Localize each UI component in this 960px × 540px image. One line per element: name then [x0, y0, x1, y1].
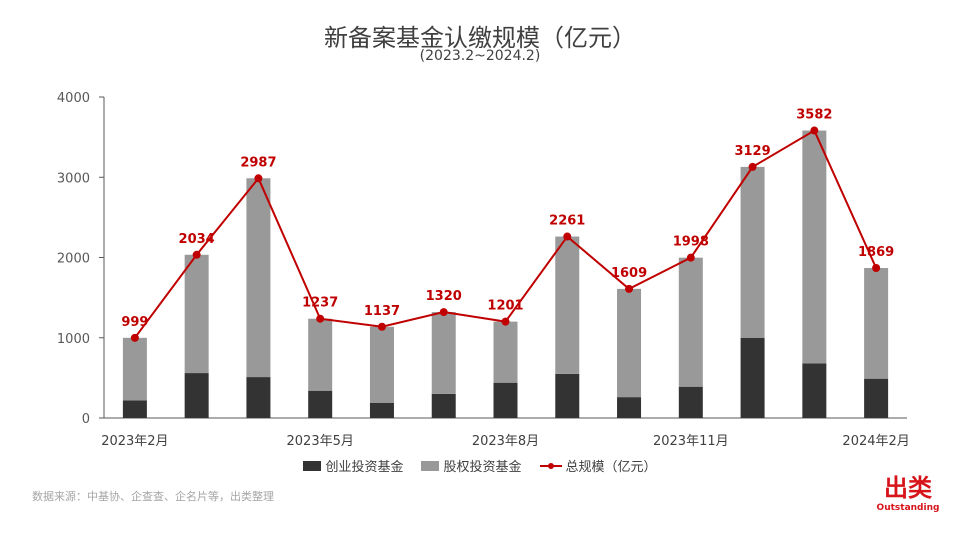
bar-pe: [184, 254, 209, 374]
data-label-total: 1237: [302, 296, 338, 311]
point-total: [377, 322, 386, 331]
data-label-total: 1869: [858, 245, 894, 260]
x-tick-label: 2024年2月: [842, 434, 909, 449]
point-total: [501, 317, 510, 326]
point-total: [810, 126, 819, 135]
x-tick-label: 2023年2月: [101, 434, 168, 449]
data-label-total: 1320: [426, 289, 462, 304]
y-tick-label: 0: [82, 412, 90, 427]
bar-pe: [802, 130, 827, 364]
data-label-total: 2261: [549, 214, 585, 229]
legend: 创业投资基金 股权投资基金 总规模（亿元）: [0, 456, 960, 475]
data-label-total: 1137: [364, 304, 400, 319]
point-total: [748, 162, 757, 171]
data-label-total: 1998: [673, 235, 709, 250]
bar-vc: [617, 397, 642, 418]
data-label-total: 2034: [179, 232, 215, 247]
legend-swatch-vc: [303, 460, 322, 471]
data-label-total: 3129: [734, 144, 770, 159]
y-tick-label: 4000: [57, 91, 90, 106]
legend-label-pe: 股权投资基金: [443, 460, 522, 475]
y-tick-label: 3000: [57, 171, 90, 186]
bar-vc: [122, 400, 147, 418]
bar-pe: [369, 326, 394, 403]
x-tick-label: 2023年8月: [472, 434, 539, 449]
bar-vc: [740, 337, 765, 418]
point-total: [130, 333, 139, 342]
data-label-total: 3582: [796, 108, 832, 123]
bar-vc: [678, 386, 703, 418]
bar-vc: [493, 382, 518, 418]
legend-item-vc: 创业投资基金: [303, 456, 403, 475]
bar-vc: [802, 363, 827, 418]
bar-pe: [617, 288, 642, 398]
bar-pe: [122, 337, 147, 401]
y-tick-label: 1000: [57, 332, 90, 347]
bar-vc: [555, 373, 580, 418]
x-tick-label: 2023年11月: [653, 434, 729, 449]
bar-vc: [246, 377, 271, 418]
legend-label-vc: 创业投资基金: [325, 460, 404, 475]
brand-logo-en: Outstanding: [876, 503, 940, 513]
point-total: [192, 250, 201, 259]
bar-vc: [184, 373, 209, 418]
chart-title: 新备案基金认缴规模（亿元）: [324, 24, 636, 52]
y-tick-label: 2000: [57, 252, 90, 267]
brand-logo-cn: 出类: [884, 474, 932, 502]
bar-pe: [740, 166, 765, 338]
legend-swatch-pe: [421, 460, 440, 471]
bar-pe: [246, 178, 271, 378]
bar-vc: [308, 390, 333, 418]
bar-vc: [864, 378, 889, 418]
brand-logo: 出类 Outstanding: [872, 474, 944, 514]
point-total: [686, 253, 695, 262]
bar-pe: [555, 236, 580, 374]
chart-subtitle: (2023.2~2024.2): [419, 48, 541, 64]
point-total: [316, 314, 325, 323]
legend-item-total: 总规模（亿元）: [539, 456, 657, 475]
legend-swatch-total: [539, 461, 562, 471]
bar-pe: [678, 257, 703, 387]
x-tick-label: 2023年5月: [287, 434, 354, 449]
bar-vc: [431, 393, 456, 418]
legend-item-pe: 股权投资基金: [421, 456, 522, 475]
data-label-total: 999: [121, 315, 148, 330]
legend-label-total: 总规模（亿元）: [565, 460, 657, 475]
point-total: [439, 308, 448, 317]
data-label-total: 1609: [611, 266, 647, 281]
data-label-total: 1201: [487, 299, 523, 314]
point-total: [254, 174, 263, 183]
point-total: [872, 264, 881, 273]
data-label-total: 2987: [240, 155, 276, 170]
point-total: [563, 232, 572, 241]
data-source-note: 数据来源：中基协、企查查、企名片等，出类整理: [32, 490, 274, 503]
bar-pe: [493, 321, 518, 383]
point-total: [625, 284, 634, 293]
bar-vc: [369, 402, 394, 418]
bar-pe: [308, 318, 333, 391]
bar-pe: [864, 268, 889, 379]
bar-pe: [431, 312, 456, 394]
